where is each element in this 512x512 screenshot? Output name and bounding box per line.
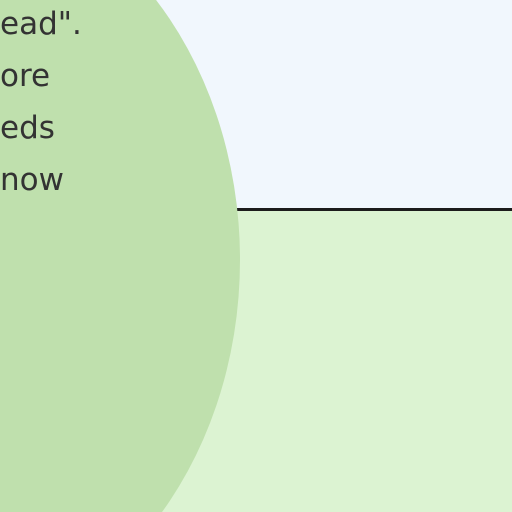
text-line-2: ore xyxy=(0,58,50,94)
text-line-3: eds xyxy=(0,110,55,146)
text-line-4: now xyxy=(0,162,64,198)
horizontal-divider-line xyxy=(226,208,512,211)
text-line-1: ead". xyxy=(0,6,82,42)
